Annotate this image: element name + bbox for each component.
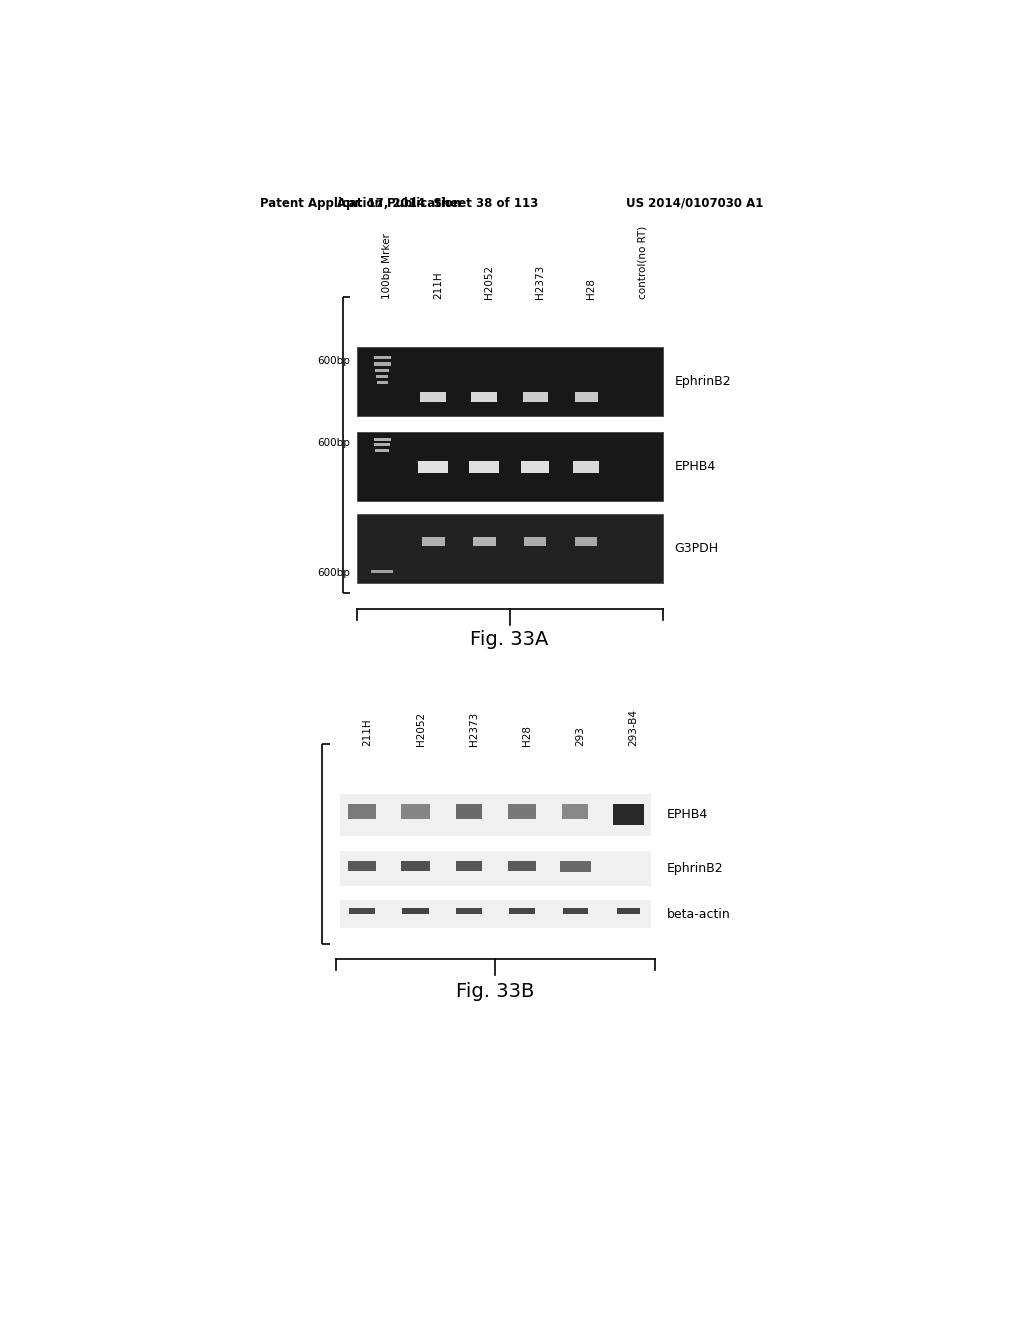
FancyBboxPatch shape xyxy=(521,461,549,474)
FancyBboxPatch shape xyxy=(374,363,391,366)
Text: H2373: H2373 xyxy=(536,265,545,300)
Text: 600bp: 600bp xyxy=(317,438,350,449)
Text: Apr. 17, 2014  Sheet 38 of 113: Apr. 17, 2014 Sheet 38 of 113 xyxy=(337,197,539,210)
FancyBboxPatch shape xyxy=(508,804,536,818)
FancyBboxPatch shape xyxy=(401,908,429,913)
Text: H28: H28 xyxy=(522,725,531,746)
FancyBboxPatch shape xyxy=(472,537,496,545)
FancyBboxPatch shape xyxy=(524,537,546,545)
FancyBboxPatch shape xyxy=(575,537,597,545)
FancyBboxPatch shape xyxy=(375,444,390,446)
Text: H28: H28 xyxy=(586,279,596,300)
FancyBboxPatch shape xyxy=(349,908,376,913)
FancyBboxPatch shape xyxy=(374,438,391,441)
FancyBboxPatch shape xyxy=(563,908,588,913)
Text: US 2014/0107030 A1: US 2014/0107030 A1 xyxy=(626,197,764,210)
FancyBboxPatch shape xyxy=(374,356,391,359)
Text: 211H: 211H xyxy=(362,718,373,746)
FancyBboxPatch shape xyxy=(348,804,376,818)
FancyBboxPatch shape xyxy=(560,862,591,873)
FancyBboxPatch shape xyxy=(471,392,498,403)
FancyBboxPatch shape xyxy=(356,515,663,583)
FancyBboxPatch shape xyxy=(356,432,663,502)
Text: Fig. 33B: Fig. 33B xyxy=(456,982,535,1001)
Text: EPHB4: EPHB4 xyxy=(675,459,716,473)
FancyBboxPatch shape xyxy=(377,381,387,384)
FancyBboxPatch shape xyxy=(419,461,447,474)
FancyBboxPatch shape xyxy=(456,908,482,913)
FancyBboxPatch shape xyxy=(523,392,548,403)
FancyBboxPatch shape xyxy=(420,392,446,403)
FancyBboxPatch shape xyxy=(562,804,589,818)
Text: EPHB4: EPHB4 xyxy=(667,808,708,821)
FancyBboxPatch shape xyxy=(508,862,536,871)
FancyBboxPatch shape xyxy=(616,908,640,913)
Text: 100bp Mrker: 100bp Mrker xyxy=(382,234,392,300)
Text: EphrinB2: EphrinB2 xyxy=(667,862,723,875)
Text: 211H: 211H xyxy=(433,272,443,300)
FancyBboxPatch shape xyxy=(509,908,536,913)
FancyBboxPatch shape xyxy=(613,804,644,825)
Text: 600bp: 600bp xyxy=(317,568,350,578)
Text: 293: 293 xyxy=(575,726,585,746)
FancyBboxPatch shape xyxy=(375,368,389,372)
Text: G3PDH: G3PDH xyxy=(675,543,719,556)
Text: EphrinB2: EphrinB2 xyxy=(675,375,731,388)
FancyBboxPatch shape xyxy=(574,392,598,403)
FancyBboxPatch shape xyxy=(356,347,663,416)
FancyBboxPatch shape xyxy=(400,862,430,871)
FancyBboxPatch shape xyxy=(573,461,599,474)
Text: H2373: H2373 xyxy=(469,711,479,746)
Text: H2052: H2052 xyxy=(484,265,495,300)
FancyBboxPatch shape xyxy=(348,862,376,871)
FancyBboxPatch shape xyxy=(340,851,651,886)
FancyBboxPatch shape xyxy=(375,449,389,451)
FancyBboxPatch shape xyxy=(456,804,482,818)
FancyBboxPatch shape xyxy=(422,537,444,545)
FancyBboxPatch shape xyxy=(400,804,430,818)
FancyBboxPatch shape xyxy=(376,375,388,378)
FancyBboxPatch shape xyxy=(340,793,651,836)
Text: 293-B4: 293-B4 xyxy=(629,709,638,746)
Text: control(no RT): control(no RT) xyxy=(637,226,647,300)
Text: Fig. 33A: Fig. 33A xyxy=(470,630,549,649)
Text: H2052: H2052 xyxy=(416,711,426,746)
FancyBboxPatch shape xyxy=(469,461,499,474)
Text: beta-actin: beta-actin xyxy=(667,908,730,920)
Text: 600bp: 600bp xyxy=(317,356,350,366)
Text: Patent Application Publication: Patent Application Publication xyxy=(260,197,461,210)
FancyBboxPatch shape xyxy=(372,570,393,573)
FancyBboxPatch shape xyxy=(456,862,482,871)
FancyBboxPatch shape xyxy=(340,900,651,928)
